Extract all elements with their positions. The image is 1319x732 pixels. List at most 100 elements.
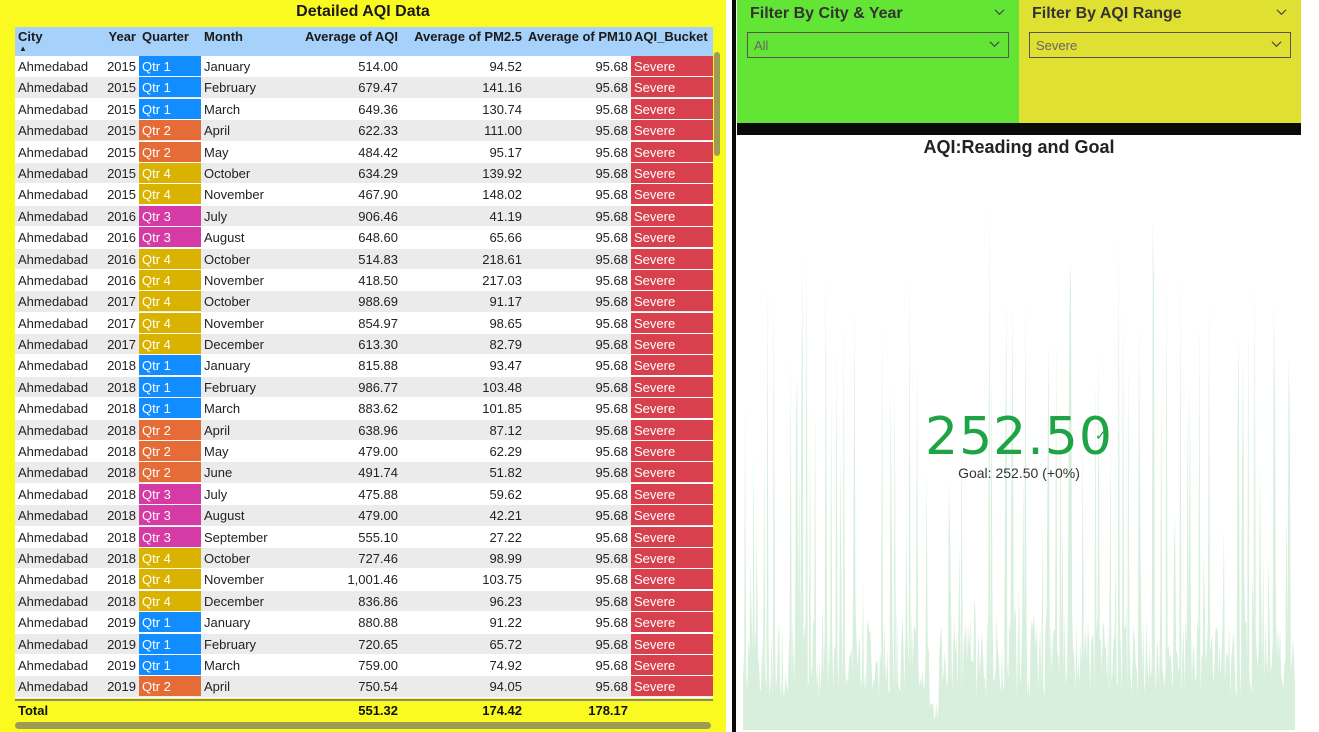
sort-ascending-icon[interactable]: ▲ (19, 44, 27, 53)
table-row[interactable]: Ahmedabad 2015 Qtr 2 May 484.42 95.17 95.68 Sev… (15, 141, 713, 163)
vertical-scrollbar[interactable] (714, 52, 720, 156)
cell-quarter: Qtr 2 (139, 676, 201, 697)
cell-aqi-bucket: Severe (631, 483, 713, 504)
cell-avg-aqi: 475.88 (358, 486, 398, 502)
table-body: Ahmedabad 2015 Qtr 1 January 514.00 94.52 95.6… (15, 56, 713, 698)
cell-avg-aqi: 634.29 (358, 165, 398, 181)
cell-avg-aqi: 514.83 (358, 251, 398, 267)
cell-quarter: Qtr 2 (139, 141, 201, 162)
table-row[interactable]: Ahmedabad 2018 Qtr 4 November 1,001.46 103.75… (15, 569, 713, 591)
cell-avg-aqi: 880.88 (358, 615, 398, 631)
table-row[interactable]: Ahmedabad 2018 Qtr 4 October 727.46 98.99 95.6… (15, 547, 713, 570)
cell-quarter: Qtr 1 (139, 355, 201, 376)
cell-avg-aqi: 418.50 (358, 272, 398, 288)
cell-avg-pm25: 101.85 (482, 401, 522, 417)
table-row[interactable]: Ahmedabad 2016 Qtr 4 October 514.83 218.61 95.… (15, 248, 713, 270)
cell-year: 2018 (107, 379, 136, 395)
col-header-avg-pm10[interactable]: Average of PM10 (528, 29, 633, 44)
cell-city: Ahmedabad (18, 165, 89, 181)
chevron-down-icon[interactable] (994, 7, 1005, 18)
cell-aqi-bucket: Severe (631, 98, 713, 119)
table-row[interactable]: Ahmedabad 2015 Qtr 4 November 467.90 148.02 95… (15, 184, 713, 206)
cell-month: May (204, 144, 229, 160)
filter-city-year-slicer: Filter By City & Year All (737, 0, 1019, 123)
cell-year: 2019 (107, 679, 136, 695)
table-row[interactable]: Ahmedabad 2019 Qtr 1 February 720.65 65.72 95.… (15, 633, 713, 655)
table-row[interactable]: Ahmedabad 2015 Qtr 2 April 622.33 111.00 95.68… (15, 120, 713, 142)
cell-avg-aqi: 727.46 (358, 550, 398, 566)
table-row[interactable]: Ahmedabad 2018 Qtr 2 June 491.74 51.82 95.68 Se… (15, 462, 713, 484)
cell-avg-pm25: 74.92 (489, 657, 522, 673)
cell-avg-pm10: 95.68 (595, 465, 628, 481)
col-header-quarter[interactable]: Quarter (142, 29, 189, 44)
cell-avg-pm10: 95.68 (595, 272, 628, 288)
table-row[interactable]: Ahmedabad 2017 Qtr 4 December 613.30 82.79 95.… (15, 334, 713, 356)
cell-aqi-bucket: Severe (631, 526, 713, 547)
cell-avg-pm25: 87.12 (489, 422, 522, 438)
col-header-month[interactable]: Month (204, 29, 243, 44)
chevron-down-icon[interactable] (1276, 7, 1287, 18)
filter-city-year-value: All (754, 38, 769, 53)
cell-month: November (204, 315, 264, 331)
table-row[interactable]: Ahmedabad 2018 Qtr 1 February 986.77 103.48 95… (15, 376, 713, 399)
table-row[interactable]: Ahmedabad 2018 Qtr 3 July 475.88 59.62 95.68 Se… (15, 483, 713, 506)
table-row[interactable]: Ahmedabad 2018 Qtr 2 May 479.00 62.29 95.68 Sev… (15, 441, 713, 463)
cell-avg-pm10: 95.68 (595, 508, 628, 524)
cell-month: October (204, 294, 251, 310)
filter-city-year-dropdown[interactable]: All (747, 32, 1009, 58)
table-row[interactable]: Ahmedabad 2016 Qtr 3 July 906.46 41.19 95.68 Se… (15, 205, 713, 228)
cell-avg-pm10: 95.68 (595, 550, 628, 566)
table-row[interactable]: Ahmedabad 2015 Qtr 1 March 649.36 130.74 95.68… (15, 98, 713, 121)
table-row[interactable]: Ahmedabad 2018 Qtr 4 December 836.86 96.23 95.… (15, 590, 713, 613)
cell-avg-pm10: 95.68 (595, 208, 628, 224)
col-header-avg-pm25[interactable]: Average of PM2.5 (414, 29, 522, 44)
table-row[interactable]: Ahmedabad 2016 Qtr 4 November 418.50 217.03 95… (15, 269, 713, 292)
cell-avg-pm25: 65.72 (489, 636, 522, 652)
table-row[interactable]: Ahmedabad 2018 Qtr 3 August 479.00 42.21 95.68… (15, 505, 713, 527)
cell-avg-aqi: 720.65 (358, 636, 398, 652)
filter-aqi-range-dropdown[interactable]: Severe (1029, 32, 1291, 58)
cell-avg-aqi: 759.00 (358, 657, 398, 673)
horizontal-scrollbar[interactable] (15, 722, 711, 729)
cell-city: Ahmedabad (18, 486, 89, 502)
table-row[interactable]: Ahmedabad 2017 Qtr 4 October 988.69 91.17 95.6… (15, 291, 713, 313)
cell-month: February (204, 636, 257, 652)
cell-avg-pm25: 27.22 (489, 529, 522, 545)
col-header-avg-aqi[interactable]: Average of AQI (305, 29, 398, 44)
table-row[interactable]: Ahmedabad 2019 Qtr 1 January 880.88 91.22 95.6… (15, 612, 713, 634)
table-row[interactable]: Ahmedabad 2018 Qtr 3 September 555.10 27.22 95… (15, 526, 713, 548)
table-row[interactable]: Ahmedabad 2019 Qtr 2 April 750.54 94.05 95.68 S… (15, 676, 713, 698)
table-row[interactable]: Ahmedabad 2015 Qtr 4 October 634.29 139.92 95.… (15, 162, 713, 185)
col-header-city[interactable]: City (18, 29, 43, 44)
cell-city: Ahmedabad (18, 337, 89, 353)
table-row[interactable]: Ahmedabad 2018 Qtr 2 April 638.96 87.12 95.68 S… (15, 419, 713, 442)
kpi-header-bar (737, 123, 1301, 135)
cell-city: Ahmedabad (18, 529, 89, 545)
table-row[interactable]: Ahmedabad 2017 Qtr 4 November 854.97 98.65 95.… (15, 312, 713, 335)
cell-quarter: Qtr 3 (139, 227, 201, 248)
cell-year: 2019 (107, 615, 136, 631)
col-header-year[interactable]: Year (108, 29, 136, 44)
cell-aqi-bucket: Severe (631, 633, 713, 654)
cell-quarter: Qtr 1 (139, 612, 201, 633)
cell-month: August (204, 230, 245, 246)
col-header-aqi-bucket[interactable]: AQI_Bucket (634, 29, 708, 44)
cell-quarter: Qtr 2 (139, 441, 201, 462)
cell-avg-aqi: 988.69 (358, 294, 398, 310)
cell-aqi-bucket: Severe (631, 162, 713, 183)
cell-aqi-bucket: Severe (631, 312, 713, 333)
table-row[interactable]: Ahmedabad 2018 Qtr 1 March 883.62 101.85 95.68… (15, 398, 713, 420)
cell-month: October (204, 165, 251, 181)
table-row[interactable]: Ahmedabad 2018 Qtr 1 January 815.88 93.47 95.6… (15, 355, 713, 377)
cell-avg-pm25: 93.47 (489, 358, 522, 374)
cell-year: 2018 (107, 358, 136, 374)
table-row[interactable]: Ahmedabad 2016 Qtr 3 August 648.60 65.66 95.68… (15, 227, 713, 249)
cell-aqi-bucket: Severe (631, 569, 713, 590)
cell-avg-pm25: 95.17 (489, 144, 522, 160)
cell-aqi-bucket: Severe (631, 120, 713, 141)
panel-gap (726, 0, 737, 732)
cell-quarter: Qtr 3 (139, 505, 201, 526)
table-row[interactable]: Ahmedabad 2015 Qtr 1 January 514.00 94.52 95.6… (15, 56, 713, 78)
table-row[interactable]: Ahmedabad 2019 Qtr 1 March 759.00 74.92 95.68 S… (15, 654, 713, 677)
table-row[interactable]: Ahmedabad 2015 Qtr 1 February 679.47 141.16 95… (15, 77, 713, 99)
